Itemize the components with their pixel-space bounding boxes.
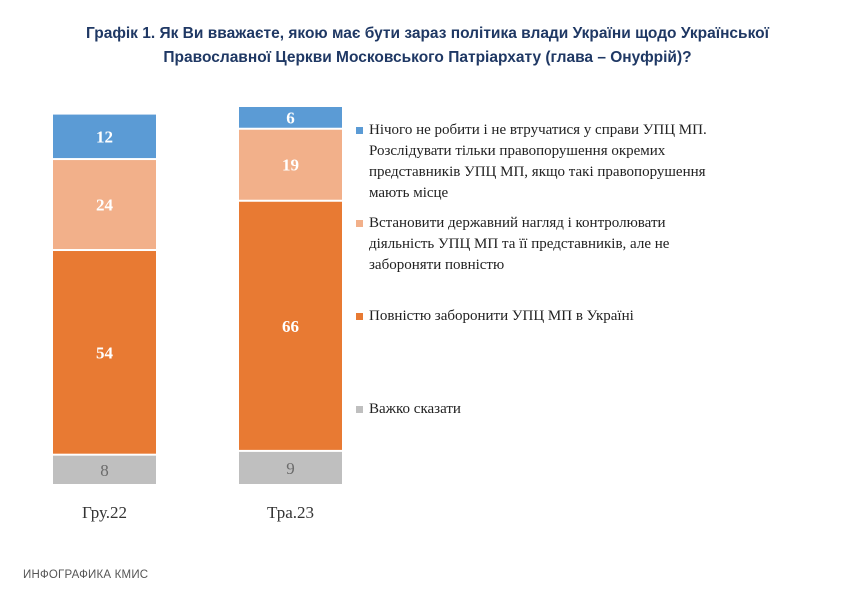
legend-label-hard-to-say: Важко сказати xyxy=(369,401,461,417)
chart-title: Графік 1. Як Ви вважаєте, якою має бути … xyxy=(20,22,835,70)
bar-segment-1-2 xyxy=(239,129,342,200)
chart-title-line-2: Православної Церкви Московського Патріар… xyxy=(163,49,692,66)
data-label-0-3: 12 xyxy=(96,127,113,146)
bar-segment-1-0 xyxy=(239,451,342,484)
legend-item-full-ban: Повністю заборонити УПЦ МП в Україні xyxy=(356,306,634,327)
data-label-1-2: 19 xyxy=(282,156,299,175)
legend-label-do-nothing: Нічого не робити і не втручатися у справ… xyxy=(369,122,707,201)
bar-segment-0-3 xyxy=(53,114,156,159)
bar-segment-0-2 xyxy=(53,160,156,250)
data-label-0-0: 8 xyxy=(100,461,109,480)
bar-segment-1-1 xyxy=(239,201,342,450)
x-tick-label-0: Гру.22 xyxy=(82,503,127,522)
legend-item-do-nothing: Нічого не робити і не втручатися у справ… xyxy=(356,120,707,204)
legend-label-state-oversight: Встановити державний нагляд і контролюва… xyxy=(369,215,670,273)
legend-swatch-state-oversight xyxy=(356,220,363,227)
bar-segment-0-0 xyxy=(53,455,156,484)
x-tick-label-1: Тра.23 xyxy=(267,503,314,522)
data-label-0-2: 24 xyxy=(96,196,114,215)
source-credit: ИНФОГРАФИКА КМИС xyxy=(23,569,149,581)
data-label-1-3: 6 xyxy=(286,108,295,127)
bar-segment-1-3 xyxy=(239,107,342,128)
legend-swatch-full-ban xyxy=(356,313,363,320)
legend-swatch-hard-to-say xyxy=(356,406,363,413)
legend-label-full-ban: Повністю заборонити УПЦ МП в Україні xyxy=(369,308,634,324)
data-label-1-1: 66 xyxy=(282,317,299,336)
chart-title-line-1: Графік 1. Як Ви вважаєте, якою має бути … xyxy=(86,25,769,42)
legend-item-hard-to-say: Важко сказати xyxy=(356,399,461,420)
bar-segment-0-1 xyxy=(53,251,156,454)
data-label-0-1: 54 xyxy=(96,343,114,362)
legend-swatch-do-nothing xyxy=(356,127,363,134)
legend-item-state-oversight: Встановити державний нагляд і контролюва… xyxy=(356,213,669,276)
data-label-1-0: 9 xyxy=(286,459,295,478)
